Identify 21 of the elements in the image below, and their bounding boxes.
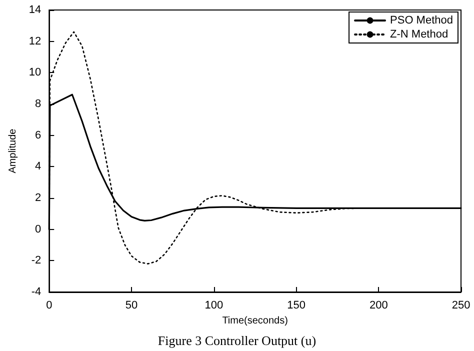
y-tick-label: 8	[35, 98, 42, 110]
legend-label: Z-N Method	[390, 28, 448, 40]
x-axis-title: Time(seconds)	[222, 315, 288, 326]
y-tick-label: 2	[35, 192, 42, 204]
legend-label: PSO Method	[390, 14, 454, 26]
x-tick-label: 100	[204, 300, 224, 312]
y-tick-label: 12	[28, 35, 42, 48]
x-tick-label: 0	[46, 300, 52, 312]
x-tick-label: 150	[287, 300, 306, 312]
y-tick-label: 0	[35, 223, 42, 236]
y-tick-label: 10	[28, 66, 42, 79]
x-tick-label: 50	[125, 300, 138, 312]
y-tick-label: 6	[35, 129, 42, 142]
y-tick-label: 14	[28, 4, 42, 16]
caption: Figure 3 Controller Output (u)	[158, 333, 316, 348]
y-tick-label: 4	[35, 160, 42, 173]
x-tick-label: 200	[369, 300, 388, 312]
x-tick-label: 250	[452, 300, 470, 312]
y-axis-title: Amplitude	[8, 128, 18, 174]
y-tick-label: -4	[31, 286, 42, 298]
y-tick-label: -2	[31, 254, 42, 267]
